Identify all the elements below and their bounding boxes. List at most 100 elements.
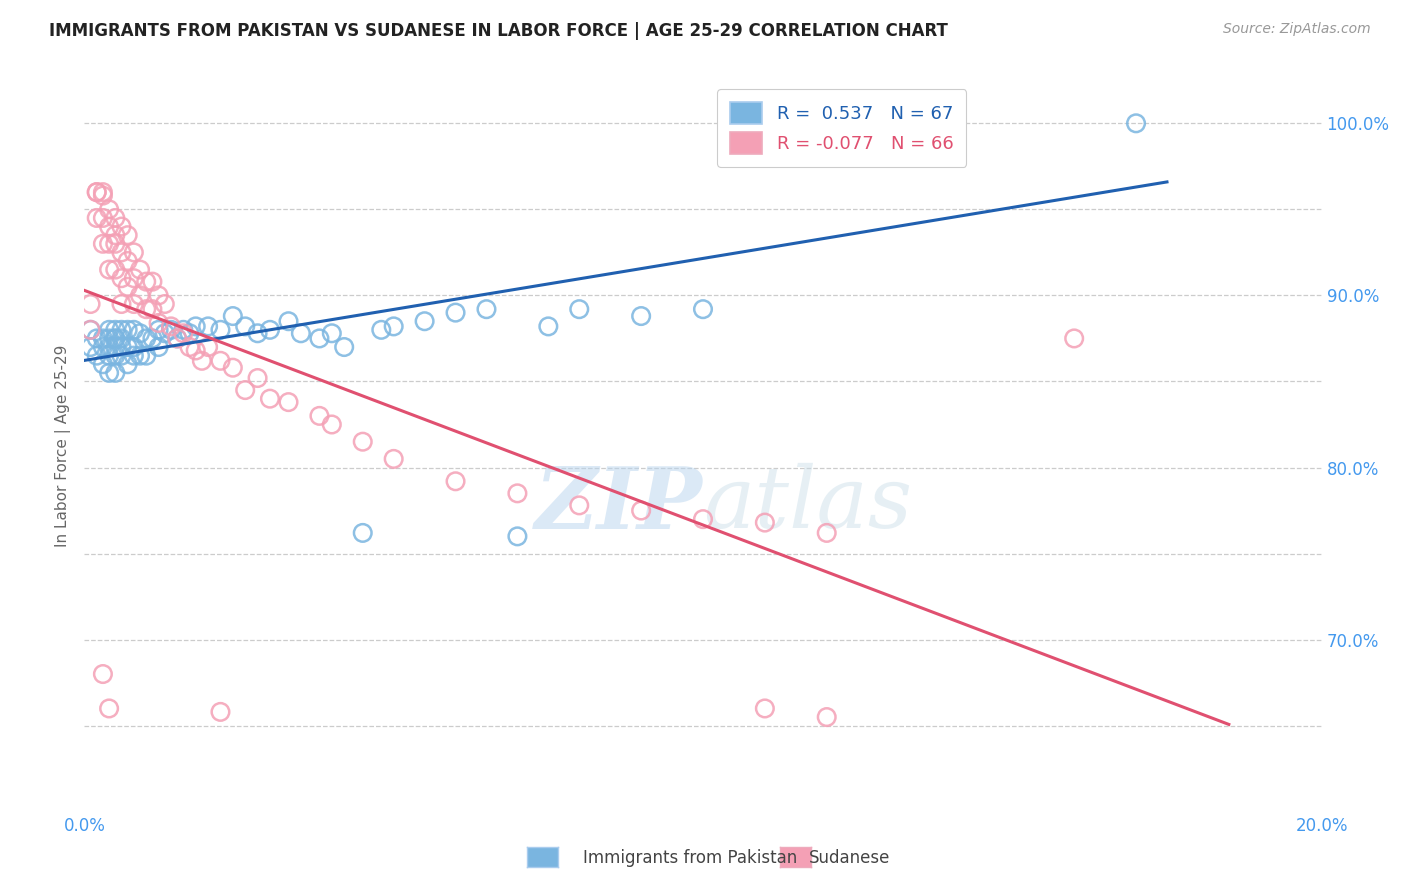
Point <box>815 525 838 540</box>
Y-axis label: In Labor Force | Age 25-29: In Labor Force | Age 25-29 <box>55 345 72 547</box>
Point <box>110 271 132 285</box>
Point <box>110 297 132 311</box>
Point <box>692 302 714 317</box>
Point <box>110 340 132 354</box>
Point <box>444 475 467 489</box>
Point <box>166 331 188 345</box>
Point <box>104 262 127 277</box>
Point <box>104 236 127 251</box>
Point <box>110 331 132 345</box>
Point <box>277 395 299 409</box>
Point <box>197 319 219 334</box>
Point <box>110 323 132 337</box>
Point <box>444 305 467 319</box>
Point <box>630 309 652 323</box>
Point <box>382 319 405 334</box>
Point <box>91 357 114 371</box>
Text: ZIP: ZIP <box>536 463 703 546</box>
Point <box>122 297 145 311</box>
Point <box>815 710 838 724</box>
Point <box>630 503 652 517</box>
Point <box>209 353 232 368</box>
Text: Source: ZipAtlas.com: Source: ZipAtlas.com <box>1223 22 1371 37</box>
Point <box>308 331 330 345</box>
Point <box>815 142 838 156</box>
Point <box>129 288 152 302</box>
Point <box>104 331 127 345</box>
Point <box>754 701 776 715</box>
Text: atlas: atlas <box>703 463 912 546</box>
Point <box>122 271 145 285</box>
Point <box>86 185 108 199</box>
Point <box>352 434 374 449</box>
Point <box>209 705 232 719</box>
Point <box>370 323 392 337</box>
Point <box>191 353 214 368</box>
Point <box>259 323 281 337</box>
Point <box>104 366 127 380</box>
Point <box>91 331 114 345</box>
Point <box>91 340 114 354</box>
Point <box>222 309 245 323</box>
Point <box>129 349 152 363</box>
Point <box>104 340 127 354</box>
Point <box>86 185 108 199</box>
Point <box>86 349 108 363</box>
Point <box>475 302 498 317</box>
Point <box>135 275 157 289</box>
Point <box>153 297 176 311</box>
Point <box>98 349 121 363</box>
Point <box>117 280 139 294</box>
Point <box>91 188 114 202</box>
Point <box>166 331 188 345</box>
Point <box>506 486 529 500</box>
Point <box>692 512 714 526</box>
Point <box>98 701 121 715</box>
Point <box>98 331 121 345</box>
Point <box>148 288 170 302</box>
Point <box>98 340 121 354</box>
Point <box>382 451 405 466</box>
Point <box>129 326 152 341</box>
Point <box>197 340 219 354</box>
Point <box>122 245 145 260</box>
Point <box>98 219 121 234</box>
Point <box>308 409 330 423</box>
Point <box>148 323 170 337</box>
Point <box>135 331 157 345</box>
Point <box>122 340 145 354</box>
Point <box>413 314 436 328</box>
Point <box>104 331 127 345</box>
Point <box>91 236 114 251</box>
Text: Immigrants from Pakistan: Immigrants from Pakistan <box>583 849 797 867</box>
Point <box>135 302 157 317</box>
Point <box>98 323 121 337</box>
Point <box>141 331 163 345</box>
Point <box>141 275 163 289</box>
Point <box>172 323 194 337</box>
Point <box>1063 331 1085 345</box>
Point <box>209 323 232 337</box>
Point <box>179 340 201 354</box>
Point <box>117 323 139 337</box>
Point <box>153 326 176 341</box>
Point <box>568 499 591 513</box>
Point <box>110 245 132 260</box>
Point <box>754 142 776 156</box>
Point <box>110 219 132 234</box>
Point <box>135 349 157 363</box>
Point <box>148 316 170 330</box>
Point <box>184 343 207 358</box>
Point <box>246 326 269 341</box>
Point <box>104 323 127 337</box>
Point <box>104 211 127 225</box>
Point <box>79 297 101 311</box>
Point <box>117 254 139 268</box>
Point <box>939 120 962 134</box>
Point <box>117 228 139 243</box>
Point <box>148 340 170 354</box>
Point <box>98 366 121 380</box>
Point <box>79 323 101 337</box>
Point <box>86 211 108 225</box>
Legend: R =  0.537   N = 67, R = -0.077   N = 66: R = 0.537 N = 67, R = -0.077 N = 66 <box>717 89 966 167</box>
